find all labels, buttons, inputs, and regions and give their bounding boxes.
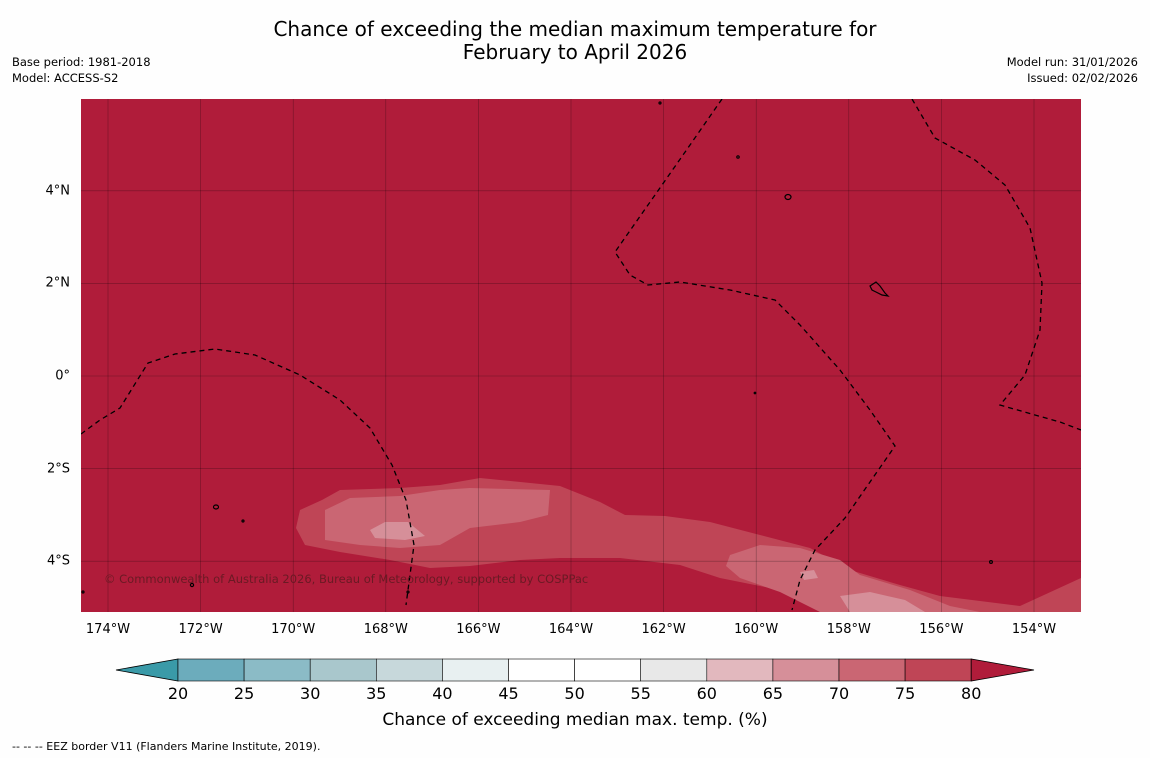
colorbar-segment [838,658,906,682]
colorbar-segment [706,658,774,682]
colorbar-segment [177,658,245,682]
colorbar-tick-label: 65 [762,684,784,703]
model-name: Model: ACCESS-S2 [12,71,119,85]
lon-label: 156°W [919,622,964,637]
colorbar-segment [375,658,443,682]
colorbar-tick-label: 45 [498,684,519,703]
colorbar [115,658,1035,682]
colorbar-segment [640,658,708,682]
lat-label: 0° [55,368,70,384]
colorbar-title: Chance of exceeding median max. temp. (%… [382,710,768,730]
base-period-info: Base period: 1981-2018 Model: ACCESS-S2 [12,54,151,86]
colorbar-segment [574,658,641,682]
island-j [753,391,757,395]
graticule [81,99,1081,612]
colorbar-tick-label: 80 [961,684,982,703]
colorbar-tick-label: 50 [564,684,585,703]
colorbar-tick-label: 35 [366,684,387,703]
colorbar-segment [442,658,509,682]
colorbar-segment [772,658,840,682]
islands [81,101,993,594]
island-d [189,582,195,588]
lon-label: 170°W [271,622,316,637]
lat-label: 4°N [45,183,71,199]
colorbar-segment [309,658,377,682]
colorbar-segment [904,658,972,682]
map-plot-area [81,99,1081,612]
contour-65-70-east [840,592,925,612]
island-i [406,590,410,594]
lon-label: 166°W [456,622,501,637]
model-run: Model run: 31/01/2026 [1006,55,1138,69]
base-period: Base period: 1981-2018 [12,55,151,69]
lat-label: 4°S [46,553,70,569]
model-run-info: Model run: 31/01/2026 Issued: 02/02/2026 [1007,54,1138,86]
title-line-2: February to April 2026 [462,40,688,64]
lat-label: 2°N [45,275,71,291]
lon-label: 168°W [363,622,408,637]
colorbar-segment [508,658,575,682]
issued-date: Issued: 02/02/2026 [1027,71,1138,85]
eez-legend-footnote: -- -- -- EEZ border V11 (Flanders Marine… [12,740,321,753]
island-b [784,193,792,201]
lon-label: 172°W [178,622,223,637]
lon-label: 160°W [734,622,779,637]
colorbar-tick-label: 55 [630,684,651,703]
colorbar-tick-label: 20 [167,684,189,703]
lon-label: 162°W [641,622,686,637]
lon-label: 164°W [548,622,594,637]
lon-label: 158°W [826,622,871,637]
copyright-text: © Commonwealth of Australia 2026, Bureau… [104,572,589,586]
island-e [988,559,993,564]
contour-65-70-spot [800,570,818,580]
colorbar-tick-label: 70 [828,684,850,703]
island-f [736,155,740,159]
colorbar-tick-label: 60 [696,684,717,703]
colorbar-tick-label: 25 [233,684,255,703]
island-k [81,590,85,594]
lat-label: 2°S [46,461,70,477]
colorbar-tick-label: 40 [432,684,453,703]
island-g [658,101,662,105]
island-a [869,281,890,297]
island-c [212,504,220,510]
colorbar-tick-label: 75 [894,684,916,703]
colorbar-over-arrow [970,658,1035,682]
eez-border-central [614,99,896,611]
eez-border-west [81,348,415,606]
map-title: Chance of exceeding the median maximum t… [0,18,1150,64]
eez-borders [81,99,1081,611]
lon-label: 154°W [1011,622,1057,637]
colorbar-under-arrow [115,658,179,682]
eez-border-east [911,99,1081,431]
island-h [241,519,245,523]
colorbar-tick-label: 30 [300,684,321,703]
contour-70-75-east [726,545,980,612]
lon-label: 174°W [85,622,131,637]
title-line-1: Chance of exceeding the median maximum t… [273,17,877,41]
colorbar-segment [243,658,311,682]
